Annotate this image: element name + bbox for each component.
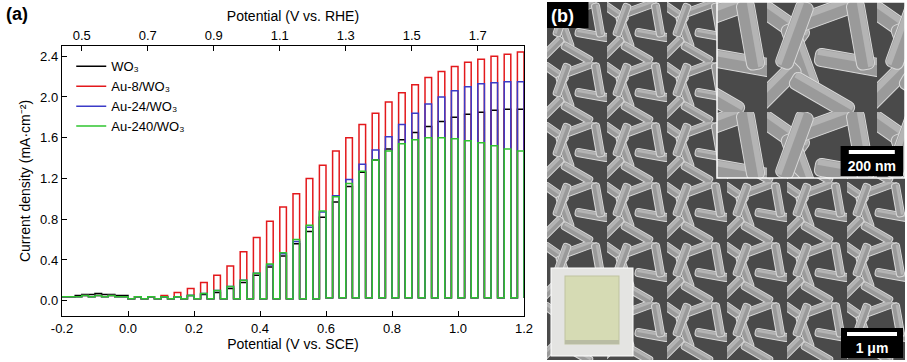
svg-text:0.6: 0.6 [317,321,335,336]
svg-text:0.9: 0.9 [205,28,223,43]
svg-text:1.2: 1.2 [515,321,533,336]
svg-text:(a): (a) [6,4,28,24]
svg-text:Potential (V vs. SCE): Potential (V vs. SCE) [227,336,359,352]
svg-text:(b): (b) [551,6,574,26]
svg-text:1 μm: 1 μm [856,340,889,356]
svg-text:2.0: 2.0 [40,89,58,104]
svg-text:0.7: 0.7 [139,28,157,43]
svg-text:1.5: 1.5 [403,28,421,43]
svg-text:2.4: 2.4 [40,49,58,64]
svg-text:0.4: 0.4 [40,253,58,268]
svg-text:Au-24/WO₃: Au-24/WO₃ [111,99,177,114]
svg-text:1.2: 1.2 [40,171,58,186]
svg-text:200 nm: 200 nm [848,158,896,174]
svg-text:0.4: 0.4 [251,321,269,336]
svg-text:Au-240/WO₃: Au-240/WO₃ [111,119,184,134]
svg-text:0.8: 0.8 [383,321,401,336]
svg-text:Au-8/WO₃: Au-8/WO₃ [111,79,170,94]
svg-text:1.3: 1.3 [337,28,355,43]
svg-text:0.5: 0.5 [73,28,91,43]
svg-text:Current density (mA·cm⁻²): Current density (mA·cm⁻²) [17,100,33,262]
svg-text:1.6: 1.6 [40,130,58,145]
svg-text:0.0: 0.0 [40,293,58,308]
svg-text:WO₃: WO₃ [111,59,139,74]
svg-text:Potential (V vs. RHE): Potential (V vs. RHE) [227,8,359,24]
svg-text:-0.2: -0.2 [51,321,73,336]
svg-text:0.0: 0.0 [119,321,137,336]
svg-text:1.1: 1.1 [271,28,289,43]
svg-text:0.8: 0.8 [40,212,58,227]
svg-text:1.7: 1.7 [469,28,487,43]
svg-text:0.2: 0.2 [185,321,203,336]
svg-text:1.0: 1.0 [449,321,467,336]
